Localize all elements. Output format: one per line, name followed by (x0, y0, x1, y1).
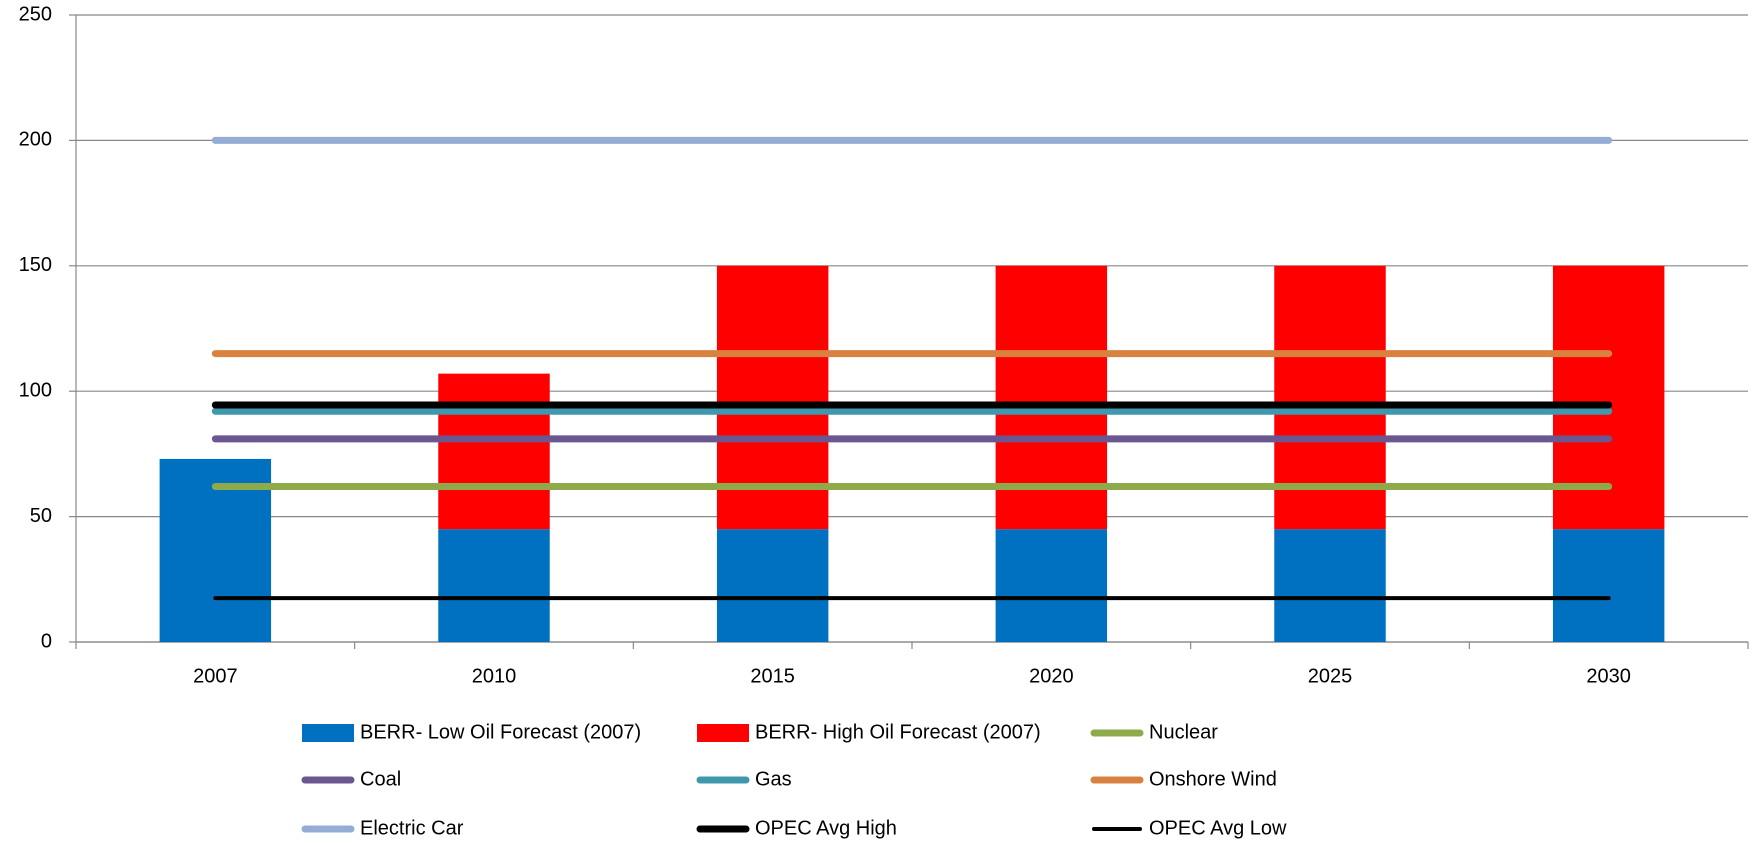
y-tick-label: 200 (19, 129, 52, 151)
y-tick-label: 100 (19, 379, 52, 401)
x-tick-label: 2015 (750, 665, 795, 687)
bar (995, 529, 1108, 642)
legend-label: BERR- High Oil Forecast (2007) (755, 721, 1041, 743)
legend-label: OPEC Avg High (755, 817, 897, 839)
bar (438, 529, 550, 642)
x-tick-label: 2025 (1308, 665, 1353, 687)
legend-label: OPEC Avg Low (1149, 817, 1287, 839)
y-tick-label: 0 (41, 630, 52, 652)
bar (1552, 529, 1665, 642)
bar (716, 529, 829, 642)
legend-label: Electric Car (360, 817, 464, 839)
bar (438, 373, 550, 530)
legend-swatch (697, 724, 749, 742)
x-tick-label: 2010 (472, 665, 517, 687)
x-tick-label: 2007 (193, 665, 238, 687)
x-tick-label: 2030 (1586, 665, 1631, 687)
legend-label: Nuclear (1149, 721, 1218, 743)
legend-label: Gas (755, 768, 792, 790)
legend-label: Coal (360, 768, 401, 790)
y-tick-label: 150 (19, 254, 52, 276)
legend-label: BERR- Low Oil Forecast (2007) (360, 721, 641, 743)
y-tick-label: 50 (30, 505, 52, 527)
bar (1274, 529, 1386, 642)
y-tick-label: 250 (19, 3, 52, 25)
legend-swatch (302, 724, 354, 742)
x-tick-label: 2020 (1029, 665, 1074, 687)
legend-label: Onshore Wind (1149, 768, 1277, 790)
